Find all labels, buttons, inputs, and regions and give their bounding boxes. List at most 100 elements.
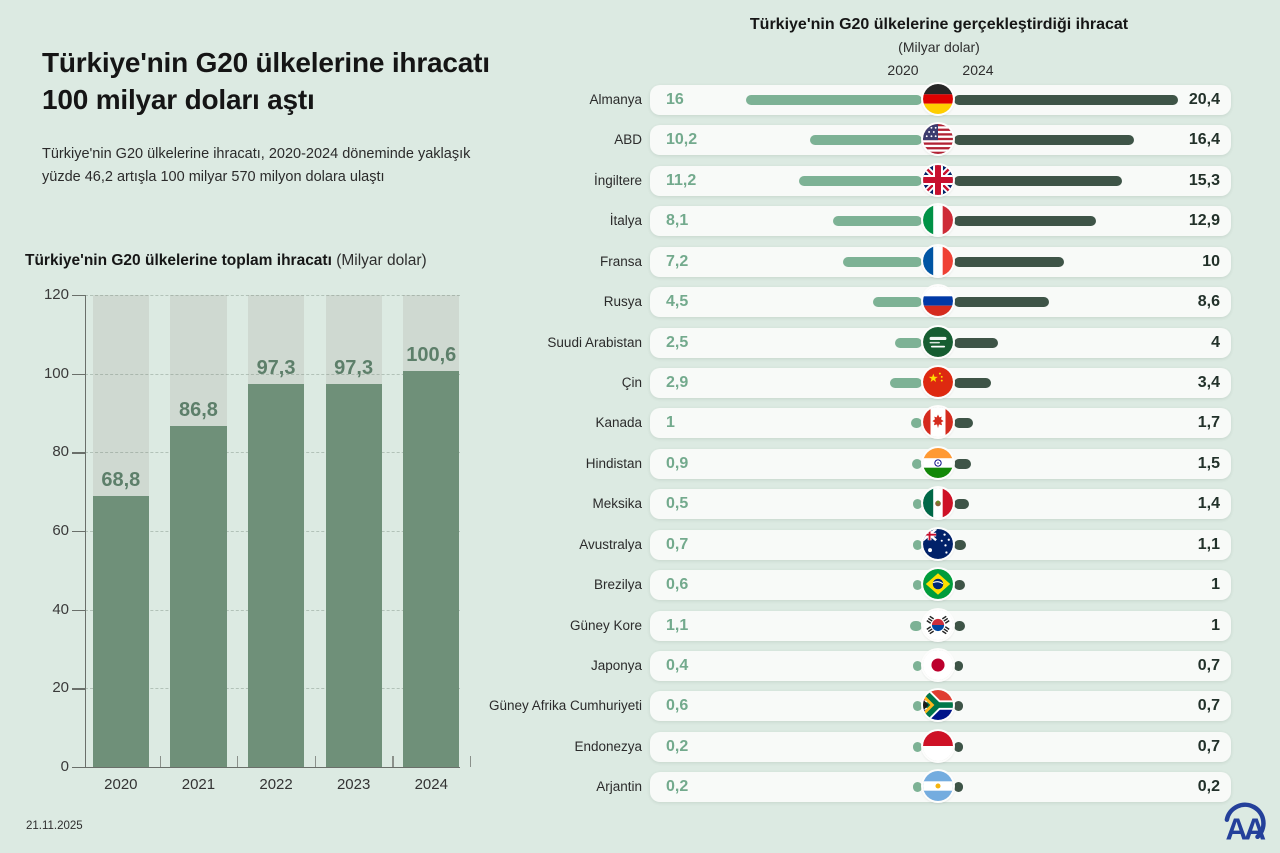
bar-2020 (798, 175, 922, 186)
value-2020: 0,4 (666, 657, 689, 675)
country-label: Endonezya (574, 738, 642, 754)
country-exports-chart-unit: (Milyar dolar) (898, 39, 980, 55)
total-export-bar (170, 425, 227, 767)
total-export-bar (92, 496, 149, 767)
value-2024: 4 (1211, 333, 1220, 351)
value-2020: 0,2 (666, 778, 689, 796)
flag-indonesia-icon (923, 730, 953, 761)
country-label: Japonya (590, 658, 642, 674)
y-axis-tick (72, 767, 85, 769)
page-title: Türkiye'nin G20 ülkelerine ihracatı 100 … (42, 47, 490, 116)
value-2024: 1,1 (1197, 535, 1220, 553)
export-row-uk: 11,2 15,3 (650, 164, 1231, 196)
country-label: Rusya (603, 294, 642, 310)
export-row-italy: 8,1 12,9 (650, 205, 1231, 237)
export-row-indonesia: 0,2 0,7 (650, 730, 1231, 762)
bar-2020 (913, 661, 922, 672)
flag-canada-icon (923, 407, 953, 438)
country-label: Güney Kore (569, 617, 642, 633)
value-2024: 1,4 (1197, 495, 1220, 513)
export-row-mexico: 0,5 1,4 (650, 488, 1231, 520)
export-row-saudiarabia: 2,5 4 (650, 326, 1231, 358)
y-axis-tick (72, 609, 85, 611)
value-2020: 4,5 (666, 293, 689, 311)
value-2020: 1,1 (666, 616, 689, 634)
y-tick-label: 120 (43, 286, 69, 303)
value-2020: 0,5 (666, 495, 689, 513)
y-axis-tick (72, 295, 85, 297)
flag-india-icon (923, 447, 953, 478)
x-tick-label: 2021 (181, 776, 216, 793)
bar-2024 (954, 499, 970, 510)
total-export-bar (403, 371, 460, 767)
value-2024: 1,5 (1197, 454, 1220, 472)
export-row-usa: 10,2 16,4 (650, 124, 1231, 156)
x-axis-tick (314, 756, 317, 767)
x-axis-tick (159, 756, 161, 767)
chart-title-text: Türkiye'nin G20 ülkelerine toplam ihraca… (25, 252, 332, 269)
bar-2024 (954, 216, 1096, 227)
value-2020: 0,9 (666, 454, 689, 472)
bar-2020 (894, 337, 922, 348)
flag-mexico-icon (923, 488, 953, 519)
svg-text:AA: AA (1226, 812, 1266, 845)
bar-2020 (911, 418, 922, 429)
value-2024: 16,4 (1188, 131, 1220, 149)
total-exports-bar-chart: 0 20 40 60 80 100 120 68,8 86,8 97,3 97,3 100,6 2020… (25, 285, 475, 810)
value-2024: 1,7 (1197, 414, 1220, 432)
bar-2020 (746, 95, 922, 105)
y-gridline (85, 295, 460, 296)
y-axis-tick (72, 373, 85, 375)
series-header-2020: 2020 (887, 62, 919, 78)
x-tick-label: 2023 (336, 776, 371, 793)
bar-2024 (954, 337, 998, 348)
export-row-china: 2,9 3,4 (650, 367, 1231, 398)
value-2020: 7,2 (666, 252, 689, 270)
bar-2024 (954, 782, 963, 793)
bar-2024 (954, 135, 1135, 146)
y-tick-label: 100 (43, 364, 69, 382)
value-2024: 0,7 (1197, 657, 1220, 675)
value-2020: 0,2 (666, 737, 689, 755)
y-tick-label: 0 (60, 758, 69, 775)
flag-china-icon (923, 367, 953, 397)
value-2020: 11,2 (666, 171, 697, 189)
country-label: Suudi Arabistan (547, 334, 642, 350)
country-label: Arjantin (596, 779, 642, 795)
bar-2024 (954, 418, 973, 429)
y-axis-tick (72, 452, 85, 454)
country-label: İtalya (609, 213, 642, 229)
bar-2024 (954, 458, 971, 469)
y-axis-tick (72, 531, 85, 533)
x-axis-line (85, 767, 460, 769)
country-label: Brezilya (593, 577, 642, 593)
country-exports-chart-title: Türkiye'nin G20 ülkelerine gerçekleştird… (749, 16, 1129, 33)
export-row-india: 0,9 1,5 (650, 447, 1231, 479)
total-export-bar (325, 384, 382, 767)
page-subtitle: Türkiye'nin G20 ülkelerine ihracatı, 202… (42, 146, 471, 186)
bar-2020 (913, 741, 922, 752)
x-tick-label: 2024 (414, 776, 448, 793)
x-tick-label: 2020 (104, 776, 138, 793)
bar-2020 (832, 216, 922, 227)
y-gridline (85, 373, 460, 375)
y-tick-label: 20 (52, 679, 69, 697)
bar-2020 (913, 701, 922, 712)
country-label: İngiltere (593, 172, 642, 188)
country-label: Meksika (592, 496, 642, 512)
country-label: Avustralya (579, 536, 642, 552)
bar-value-label: 100,6 (406, 344, 457, 367)
flag-france-icon (923, 245, 953, 276)
value-2024: 1 (1211, 576, 1220, 594)
export-row-argentina: 0,2 0,2 (650, 771, 1231, 803)
flag-italy-icon (923, 205, 953, 236)
flag-uk-icon (923, 164, 953, 195)
export-row-russia: 4,5 8,6 (650, 286, 1231, 318)
export-row-southafrica: 0,6 0,7 (650, 690, 1231, 722)
bar-2020 (872, 297, 922, 308)
flag-saudiarabia-icon (923, 326, 953, 357)
country-label: Çin (621, 375, 642, 390)
bar-2024 (954, 580, 965, 591)
